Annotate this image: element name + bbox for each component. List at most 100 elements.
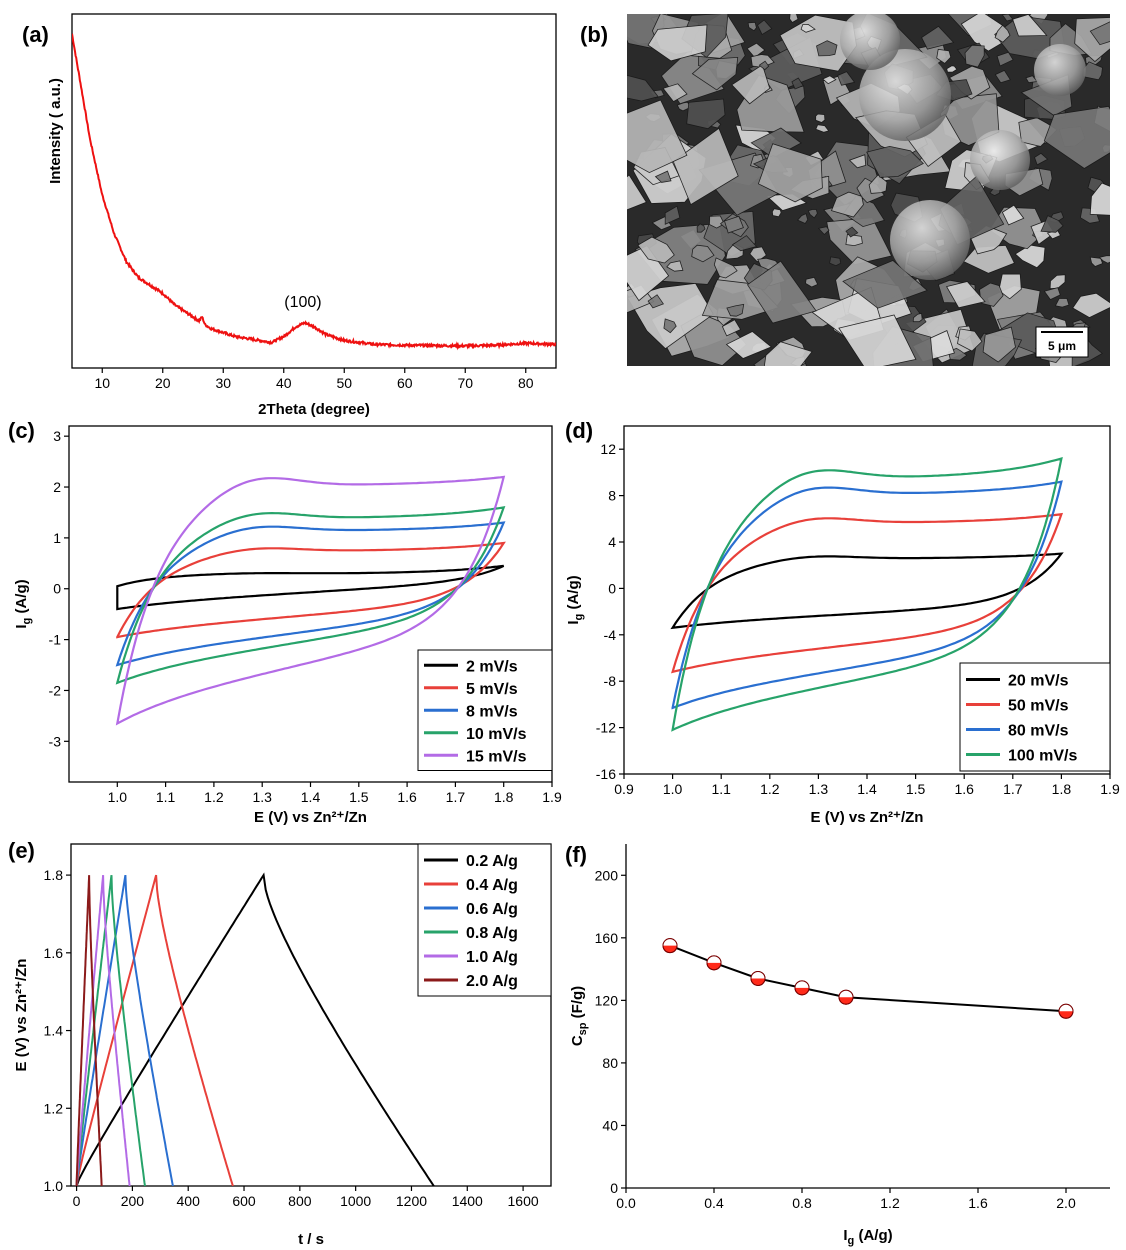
sem-flake — [664, 205, 681, 225]
x-tick-label: 1.2 — [204, 789, 224, 805]
csp-point — [838, 989, 854, 1005]
x-axis-label: t / s — [298, 1231, 324, 1248]
sem-flake — [998, 273, 1022, 300]
sem-flake — [726, 303, 745, 317]
sem-flake — [691, 56, 739, 91]
sem-flake — [822, 75, 837, 85]
x-tick-label: 200 — [121, 1193, 145, 1209]
legend-label: 20 mV/s — [1008, 673, 1069, 690]
x-tick-label: 1.5 — [349, 789, 369, 805]
sem-bright-flake — [840, 14, 900, 70]
legend-label: 80 mV/s — [1008, 723, 1069, 740]
x-tick-label: 1.8 — [1052, 781, 1072, 797]
sem-image — [627, 14, 1110, 366]
sem-flake — [662, 83, 688, 103]
x-axis-label: Ig (A/g) — [843, 1227, 892, 1247]
y-tick-label: 8 — [608, 488, 616, 504]
sem-bright-flake — [1034, 44, 1086, 96]
sem-flake — [725, 331, 773, 359]
x-axis-label: E (V) vs Zn²⁺/Zn — [254, 809, 367, 826]
y-tick-label: 0 — [610, 1180, 618, 1196]
sem-flake — [1089, 182, 1110, 216]
gcd-curve — [75, 874, 174, 1186]
gcd-series — [75, 872, 435, 1186]
x-tick-label: 1.3 — [252, 789, 272, 805]
panel-label-c: (c) — [8, 418, 35, 443]
gcd-curve — [75, 875, 103, 1186]
y-tick-label: 1.0 — [44, 1178, 64, 1194]
sem-flake — [805, 276, 819, 288]
sem-flake — [807, 209, 818, 219]
panel-b: (b) 5 μm — [580, 14, 1110, 366]
csp-point-half — [751, 971, 765, 979]
legend-e — [417, 843, 552, 997]
cv-loop — [115, 475, 506, 726]
x-tick-label: 1.4 — [857, 781, 877, 797]
x-tick-label: 1.2 — [880, 1195, 900, 1211]
sem-flake — [627, 99, 688, 174]
y-tick-label: -8 — [604, 673, 617, 689]
x-tick-label: 1.0 — [663, 781, 683, 797]
plot-frame-a — [71, 13, 557, 369]
x-tick-label: 400 — [177, 1193, 201, 1209]
sem-flake — [982, 326, 1016, 363]
sem-flake — [708, 215, 725, 229]
csp-point-outline — [750, 970, 766, 986]
sem-flake — [921, 25, 955, 50]
x-tick-label: 1.2 — [760, 781, 780, 797]
x-tick-label: 1.1 — [156, 789, 176, 805]
legend-label: 2.0 A/g — [466, 973, 518, 990]
sem-flake — [647, 294, 665, 309]
y-tick-label: 2 — [53, 479, 61, 495]
gcd-curve — [75, 874, 234, 1186]
csp-point-outline — [1058, 1003, 1074, 1019]
y-axis-label: E (V) vs Zn²⁺/Zn — [13, 959, 30, 1072]
sem-flake — [996, 51, 1014, 67]
sem-flake — [731, 64, 771, 105]
panel-label-f: (f) — [565, 842, 587, 867]
panel-label-d: (d) — [565, 418, 593, 443]
x-tick-label: 0 — [73, 1193, 81, 1209]
panel-e: (e) 0 200 400 600 800 1000 1200 1400 1600 1.0 1.2 1.… — [8, 838, 552, 1248]
legend-label: 0.6 A/g — [466, 901, 518, 918]
sem-flake — [691, 244, 715, 263]
y-tick-label: 0 — [53, 581, 61, 597]
x-tick-label: 2.0 — [1056, 1195, 1076, 1211]
csp-point-outline — [706, 955, 722, 971]
y-axis-label: Ig (A/g) — [565, 575, 585, 624]
sem-flake — [1043, 287, 1061, 301]
csp-point-half — [839, 990, 853, 998]
y-tick-label: 160 — [595, 930, 619, 946]
legend-label: 5 mV/s — [466, 681, 518, 698]
x-tick-label: 1.9 — [1100, 781, 1120, 797]
sem-flake — [945, 281, 986, 309]
csp-line — [669, 944, 1067, 1013]
y-tick-label: -16 — [596, 766, 616, 782]
cv-loop — [670, 552, 1064, 630]
panel-label-e: (e) — [8, 838, 35, 863]
sem-flake — [1001, 204, 1025, 226]
sem-flake — [663, 318, 677, 334]
xrd-line — [72, 33, 556, 351]
panel-a: (a) 10 20 30 40 50 60 70 80 (100) 2Theta (degree) I… — [22, 13, 557, 418]
sem-flake — [994, 69, 1011, 84]
sem-flake — [1034, 152, 1049, 166]
y-tick-label: -1 — [49, 632, 62, 648]
sem-flake — [962, 244, 1015, 274]
csp-point-half — [795, 980, 809, 988]
sem-flake — [637, 236, 675, 264]
csp-point — [750, 970, 766, 986]
y-tick-label: 80 — [602, 1055, 618, 1071]
csp-point-half — [707, 955, 722, 963]
sem-flake — [994, 24, 1011, 43]
y-tick-label: 200 — [595, 867, 619, 883]
sem-flake — [647, 24, 708, 62]
sem-flake — [848, 154, 867, 169]
x-tick-label: 1400 — [452, 1193, 483, 1209]
y-tick-label: -2 — [49, 682, 62, 698]
x-tick-label: 40 — [276, 375, 292, 391]
sem-flake — [1001, 14, 1014, 22]
sem-flake — [666, 260, 684, 272]
x-tick-label: 0.9 — [614, 781, 634, 797]
